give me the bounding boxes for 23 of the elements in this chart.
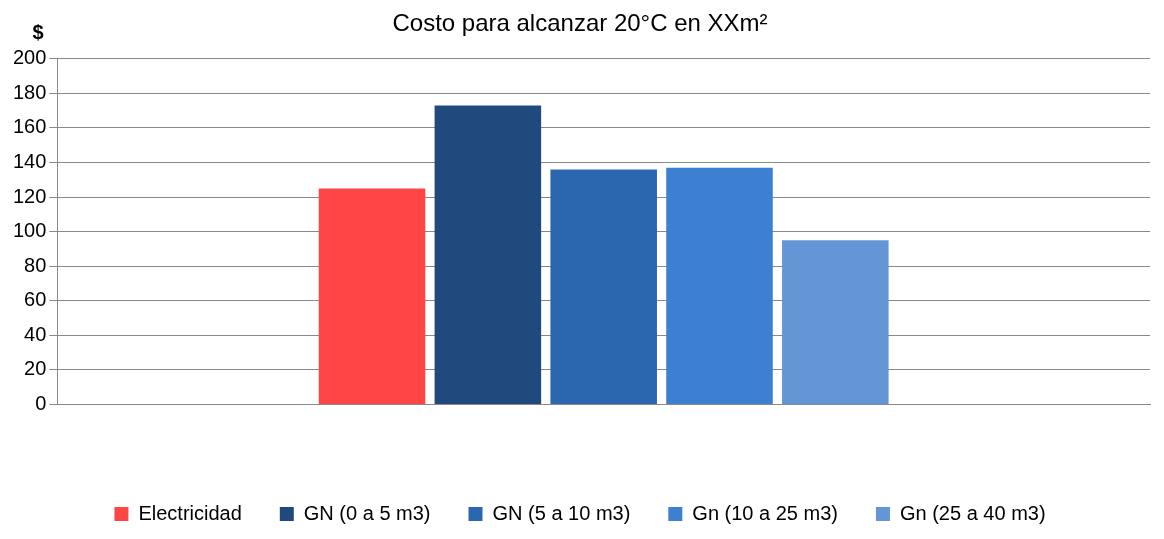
bar <box>550 169 657 404</box>
y-tick-label: 140 <box>12 150 47 172</box>
y-tick-label: 120 <box>12 184 47 207</box>
legend-label: GN (5 a 10 m3) <box>492 501 631 524</box>
legend-label: GN (0 a 5 m3) <box>303 501 431 524</box>
y-tick-label: 80 <box>24 253 47 276</box>
y-tick-label: 0 <box>35 391 47 414</box>
y-tick-label: 60 <box>24 288 47 311</box>
y-tick-label: 160 <box>12 115 47 138</box>
y-tick-label: 200 <box>12 46 47 69</box>
legend-label: Electricidad <box>138 501 242 524</box>
y-axis-title: $ <box>32 20 44 43</box>
y-tick-label: 180 <box>12 80 47 103</box>
y-tick-label: 100 <box>12 219 47 242</box>
bar <box>782 240 889 404</box>
bar <box>666 167 773 404</box>
bar <box>434 105 542 404</box>
legend-label: Gn (25 a 40 m3) <box>899 501 1046 524</box>
chart-title: Costo para alcanzar 20°C en XXm² <box>392 9 768 37</box>
y-tick-label: 20 <box>24 357 47 380</box>
bar <box>318 188 426 404</box>
legend-label: Gn (10 a 25 m3) <box>692 501 838 524</box>
y-tick-label: 40 <box>24 322 47 345</box>
